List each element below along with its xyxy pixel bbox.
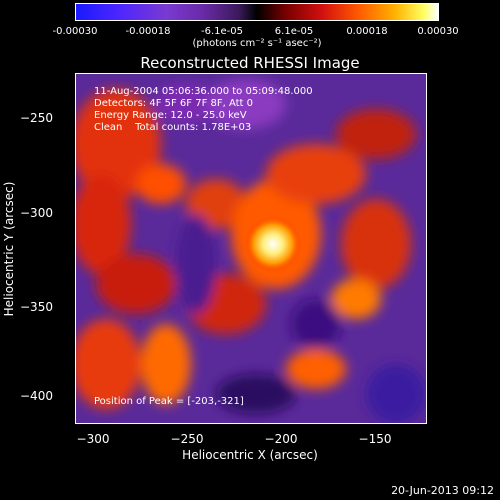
colorbar-unit: (photons cm⁻² s⁻¹ asec⁻²) (192, 38, 322, 49)
x-tick-label: −200 (264, 432, 298, 446)
colorbar-tick: 0.00030 (417, 26, 459, 37)
heatmap-plot (75, 73, 427, 424)
x-tick-label: −300 (76, 432, 110, 446)
x-tick-label: −150 (358, 432, 392, 446)
annotation-time-range: 11-Aug-2004 05:06:36.000 to 05:09:48.000 (94, 86, 313, 97)
heatmap-blobs (76, 79, 426, 423)
y-tick-label: −350 (20, 300, 53, 314)
heatmap-image (76, 74, 426, 423)
y-tick-label: −300 (20, 206, 53, 220)
y-tick-label: −250 (20, 111, 53, 125)
y-tick-label: −400 (20, 389, 53, 403)
annotation-energy: Energy Range: 12.0 - 25.0 keV (94, 110, 247, 121)
annotation-detectors: Detectors: 4F 5F 6F 7F 8F, Att 0 (94, 98, 254, 109)
x-tick-label: −250 (170, 432, 204, 446)
y-axis-label: Heliocentric Y (arcsec) (2, 181, 16, 317)
chart-title: Reconstructed RHESSI Image (140, 54, 360, 72)
datestamp: 20-Jun-2013 09:12 (391, 484, 494, 497)
colorbar-tick: -0.00018 (125, 26, 171, 37)
colorbar (75, 3, 439, 21)
annotation-peak: Position of Peak = [-203,-321] (94, 396, 244, 407)
annotation-counts: Clean Total counts: 1.78E+03 (94, 122, 252, 133)
colorbar-tick: -6.1e-05 (201, 26, 243, 37)
colorbar-tick: 6.1e-05 (274, 26, 314, 37)
x-axis-label: Heliocentric X (arcsec) (182, 448, 318, 462)
colorbar-tick: -0.00030 (52, 26, 98, 37)
peak-marker (245, 216, 301, 272)
colorbar-tick: 0.00018 (346, 26, 388, 37)
